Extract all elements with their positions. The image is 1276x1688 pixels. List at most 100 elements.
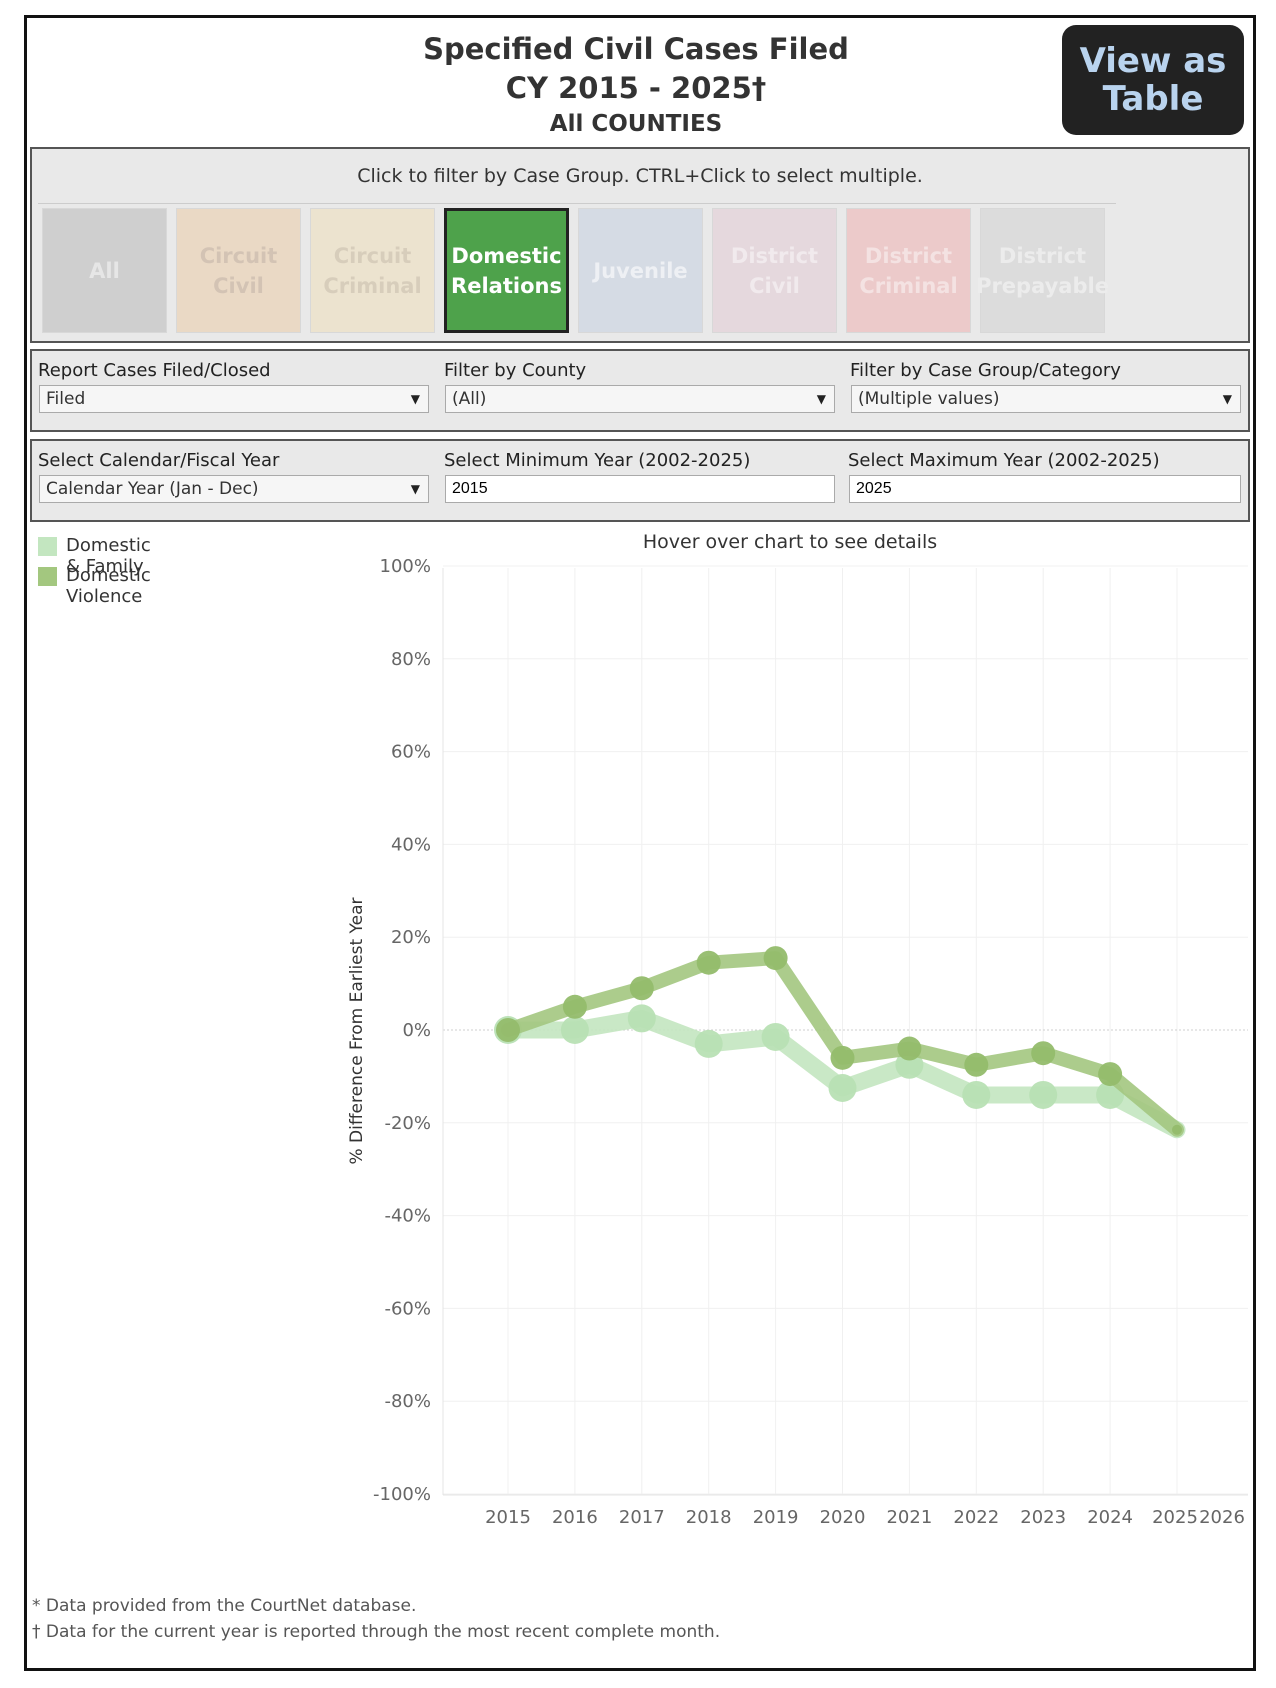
y-tick-label: 40%: [391, 834, 431, 855]
data-point: [562, 994, 587, 1019]
footnote-current-year: † Data for the current year is reported …: [32, 1622, 721, 1642]
min-year-label: Select Minimum Year (2002-2025): [444, 450, 751, 471]
x-tick-label: 2018: [686, 1507, 732, 1528]
dashboard-frame: [24, 15, 1256, 1671]
x-tick-label: 2022: [953, 1507, 999, 1528]
tile-label: Domestic: [451, 243, 562, 268]
data-point: [962, 1080, 991, 1109]
data-point: [560, 1016, 589, 1044]
tile-label: District: [998, 243, 1087, 268]
y-tick-label: -80%: [384, 1391, 431, 1412]
county-filter-label: Filter by County: [444, 360, 587, 381]
data-point: [763, 946, 788, 971]
category-filter-value: (Multiple values): [858, 389, 1000, 409]
tile-label: District: [730, 243, 819, 268]
data-point: [830, 1045, 855, 1070]
tile-label: Circuit: [333, 243, 412, 268]
tile-label: Criminal: [859, 273, 958, 298]
view-as-table-line-1: View as: [1079, 41, 1227, 81]
tile-label: Prepayable: [976, 273, 1109, 298]
y-tick-label: -60%: [384, 1298, 431, 1319]
data-point: [627, 1004, 656, 1033]
report-filed-closed-value: Filed: [46, 389, 86, 409]
legend-label: Domestic & Family: [66, 535, 151, 577]
y-tick-label: 0%: [402, 1020, 431, 1041]
tile-district-civil[interactable]: District Civil: [712, 208, 837, 333]
data-point: [629, 976, 654, 1001]
year-type-label: Select Calendar/Fiscal Year: [38, 450, 280, 471]
data-point: [1029, 1080, 1058, 1109]
year-type-select[interactable]: Calendar Year (Jan - Dec) ▼: [39, 475, 429, 503]
max-year-label: Select Maximum Year (2002-2025): [848, 450, 1160, 471]
category-filter-label: Filter by Case Group/Category: [850, 360, 1121, 381]
max-year-input[interactable]: 2025: [849, 475, 1241, 503]
tile-label: Relations: [451, 273, 562, 298]
data-point: [694, 1029, 723, 1058]
x-tick-label: 2017: [619, 1507, 665, 1528]
county-filter-select[interactable]: (All) ▼: [445, 385, 835, 413]
x-tick-label: 2015: [485, 1507, 531, 1528]
y-tick-label: 100%: [380, 556, 431, 577]
legend-label: Domestic Violence: [66, 565, 151, 607]
x-tick-label: 2026: [1199, 1507, 1245, 1528]
year-filters-panel: Select Calendar/Fiscal Year Calendar Yea…: [30, 439, 1250, 522]
page-title: Specified Civil Cases Filed CY 2015 - 20…: [350, 30, 922, 140]
tile-label: Juvenile: [593, 258, 688, 283]
y-tick-label: 60%: [391, 742, 431, 763]
year-type-value: Calendar Year (Jan - Dec): [46, 479, 259, 499]
view-as-table-button[interactable]: View as Table: [1062, 25, 1244, 135]
title-line-3: All COUNTIES: [549, 111, 723, 137]
tile-juvenile[interactable]: Juvenile: [578, 208, 703, 333]
filter-instruction: Click to filter by Case Group. CTRL+Clic…: [357, 165, 923, 187]
min-year-input[interactable]: 2015: [445, 475, 835, 503]
x-tick-label: 2023: [1020, 1507, 1066, 1528]
county-filter-value: (All): [452, 389, 487, 409]
tile-label: Circuit Civil: [199, 243, 278, 298]
tile-label: Criminal: [323, 273, 422, 298]
case-group-tiles: All Circuit Civil Circuit Criminal Domest…: [38, 203, 1116, 334]
data-point: [964, 1052, 989, 1077]
title-line-2: CY 2015 - 2025†: [505, 71, 767, 105]
hover-note: Hover over chart to see details: [642, 531, 938, 553]
dropdown-arrow-icon: ▼: [410, 392, 420, 406]
title-line-1: Specified Civil Cases Filed: [423, 32, 849, 66]
x-tick-label: 2024: [1087, 1507, 1133, 1528]
case-group-filter-panel: Click to filter by Case Group. CTRL+Clic…: [30, 147, 1250, 343]
category-filter-select[interactable]: (Multiple values) ▼: [851, 385, 1241, 413]
tile-district-prepayable[interactable]: District Prepayable: [976, 208, 1109, 333]
y-tick-label: 80%: [391, 649, 431, 670]
view-as-table-line-2: Table: [1102, 79, 1204, 119]
y-tick-label: -20%: [384, 1113, 431, 1134]
y-axis-label: % Difference From Earliest Year: [347, 897, 367, 1164]
legend-swatch: [38, 537, 57, 556]
data-point: [696, 950, 721, 975]
tile-all[interactable]: All: [42, 208, 167, 333]
dropdown-arrow-icon: ▼: [410, 482, 420, 496]
tile-label: District: [864, 243, 953, 268]
data-point: [897, 1036, 922, 1061]
footnote-data-source: * Data provided from the CourtNet databa…: [32, 1596, 417, 1616]
filters-panel: Report Cases Filed/Closed Filed ▼ Filter…: [30, 349, 1250, 432]
y-tick-label: -100%: [373, 1484, 431, 1505]
tile-circuit-criminal[interactable]: Circuit Criminal: [310, 208, 435, 333]
data-point: [828, 1074, 857, 1102]
x-tick-label: 2016: [552, 1507, 598, 1528]
legend-swatch: [38, 567, 57, 586]
y-tick-label: 20%: [391, 927, 431, 948]
x-tick-label: 2019: [753, 1507, 799, 1528]
x-tick-label: 2025: [1152, 1507, 1198, 1528]
dropdown-arrow-icon: ▼: [816, 392, 826, 406]
tile-domestic-relations[interactable]: Domestic Relations: [444, 208, 569, 333]
dropdown-arrow-icon: ▼: [1222, 392, 1232, 406]
data-point: [1098, 1062, 1123, 1087]
report-filed-closed-label: Report Cases Filed/Closed: [38, 360, 271, 381]
report-filed-closed-select[interactable]: Filed ▼: [39, 385, 429, 413]
data-point: [1031, 1041, 1056, 1066]
data-point: [1172, 1124, 1182, 1135]
x-tick-label: 2021: [886, 1507, 932, 1528]
tile-district-criminal[interactable]: District Criminal: [846, 208, 971, 333]
y-tick-label: -40%: [384, 1206, 431, 1227]
tile-circuit-civil[interactable]: Circuit Civil: [176, 208, 301, 333]
data-point: [496, 1018, 520, 1042]
